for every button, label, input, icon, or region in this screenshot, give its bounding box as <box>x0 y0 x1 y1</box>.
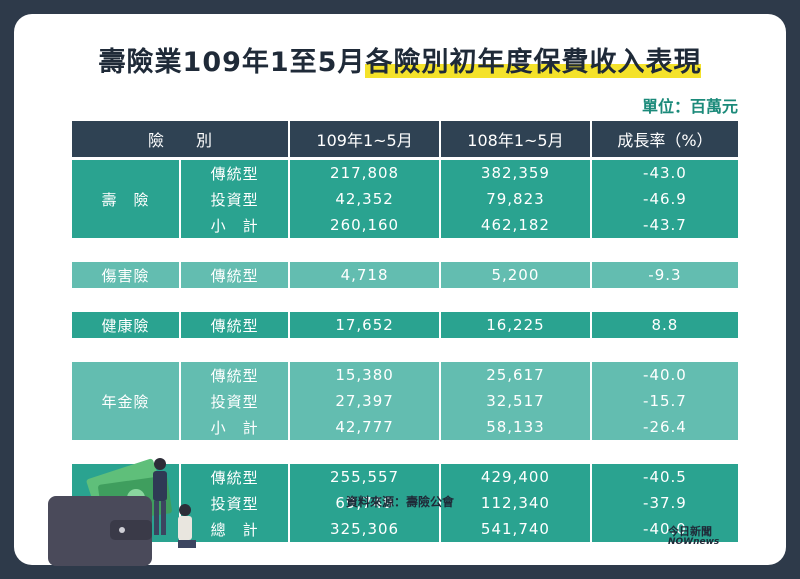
cell-109: 4,718 <box>290 262 441 288</box>
row-type: 傳統型 <box>181 157 291 186</box>
table-row: 小 計 260,160 462,182 -43.7 <box>72 212 738 238</box>
group-name: 年金險 <box>72 362 182 440</box>
wallet-icon <box>48 496 152 566</box>
header-109: 109年1~5月 <box>290 121 441 157</box>
row-type: 投資型 <box>181 186 291 212</box>
table-row: 投資型 42,352 79,823 -46.9 <box>72 186 738 212</box>
unit-label: 單位：百萬元 <box>641 97 738 116</box>
cell-108: 5,200 <box>441 262 592 288</box>
table-row: 投資型 27,397 32,517 -15.7 <box>72 388 738 414</box>
group-gap <box>72 238 738 262</box>
group-name: 傷害險 <box>72 262 182 288</box>
cell-108: 462,182 <box>441 212 592 238</box>
cell-109: 17,652 <box>290 312 441 338</box>
row-type: 傳統型 <box>181 362 291 388</box>
nownews-logo: 今日新聞 NOWnews <box>668 525 720 547</box>
cell-108: 58,133 <box>441 414 592 440</box>
header-growth: 成長率（%） <box>591 121 738 157</box>
cell-growth: -15.7 <box>591 388 738 414</box>
cell-108: 32,517 <box>441 388 592 414</box>
table-row: 年金險 傳統型 15,380 25,617 -40.0 <box>72 362 738 440</box>
cell-growth: -26.4 <box>591 414 738 440</box>
person-crouching-icon <box>178 504 196 548</box>
header-category: 險 別 <box>72 121 291 157</box>
cell-109: 15,380 <box>290 362 441 388</box>
row-type: 傳統型 <box>181 464 291 490</box>
row-type: 小 計 <box>181 414 291 440</box>
logo-line1: 今日新聞 <box>668 525 712 538</box>
table-row: 傷害險 傳統型 4,718 5,200 -9.3 <box>72 262 738 288</box>
table-body: 壽 險傳統型 217,808 382,359 -43.0 投資型 42,352 79,823… <box>72 157 738 542</box>
table-row: 壽 險傳統型 217,808 382,359 -43.0 <box>72 157 738 238</box>
cell-growth: -43.7 <box>591 212 738 238</box>
header-108: 108年1~5月 <box>441 121 592 157</box>
cell-growth: -46.9 <box>591 186 738 212</box>
person-icon <box>153 458 167 535</box>
group-gap <box>72 338 738 362</box>
title-part2-highlighted: 各險別初年度保費收入表現 <box>365 47 702 78</box>
cell-109: 260,160 <box>290 212 441 238</box>
title-part1: 壽險業109年1至5月 <box>98 47 366 78</box>
cell-108: 79,823 <box>441 186 592 212</box>
row-type: 傳統型 <box>181 312 291 338</box>
cell-growth: 8.8 <box>591 312 738 338</box>
cell-growth: -40.0 <box>591 362 738 388</box>
row-type: 投資型 <box>181 388 291 414</box>
cell-108: 541,740 <box>441 516 592 542</box>
table-row: 小 計 42,777 58,133 -26.4 <box>72 414 738 440</box>
table-header-row: 險 別 109年1~5月 108年1~5月 成長率（%） <box>72 121 738 157</box>
group-name: 健康險 <box>72 312 182 338</box>
row-type: 投資型 <box>181 490 291 516</box>
cell-109: 42,777 <box>290 414 441 440</box>
cell-growth: -40.5 <box>591 464 738 490</box>
table-row: 健康險 傳統型 17,652 16,225 8.8 <box>72 312 738 338</box>
cell-109: 27,397 <box>290 388 441 414</box>
cell-108: 112,340 <box>441 490 592 516</box>
cell-108: 16,225 <box>441 312 592 338</box>
cell-109: 325,306 <box>290 516 441 542</box>
table-row: 總 計 325,306 541,740 -40.0 <box>72 516 738 542</box>
group-gap <box>72 288 738 312</box>
cell-109: 217,808 <box>290 157 441 186</box>
cell-growth: -9.3 <box>591 262 738 288</box>
logo-line2: NOWnews <box>668 537 720 547</box>
row-type: 總 計 <box>181 516 291 542</box>
source-note: 資料來源：壽險公會 <box>345 495 454 509</box>
group-name: 壽 險 <box>72 157 182 238</box>
cell-109: 69,749 <box>290 490 441 516</box>
premium-table: 險 別 109年1~5月 108年1~5月 成長率（%） 壽 險傳統型 217,8… <box>72 121 738 542</box>
cell-growth: -37.9 <box>591 490 738 516</box>
row-type: 小 計 <box>181 212 291 238</box>
cell-growth: -43.0 <box>591 157 738 186</box>
cell-109: 255,557 <box>290 464 441 490</box>
page-title: 壽險業109年1至5月各險別初年度保費收入表現 <box>0 40 800 79</box>
cell-108: 429,400 <box>441 464 592 490</box>
row-type: 傳統型 <box>181 262 291 288</box>
group-gap <box>72 440 738 464</box>
table-row: 投資型 69,749 112,340 -37.9 <box>72 490 738 516</box>
cell-108: 25,617 <box>441 362 592 388</box>
cell-109: 42,352 <box>290 186 441 212</box>
cell-growth: -40.0 <box>591 516 738 542</box>
wallet-money-illustration <box>48 458 196 566</box>
cell-108: 382,359 <box>441 157 592 186</box>
